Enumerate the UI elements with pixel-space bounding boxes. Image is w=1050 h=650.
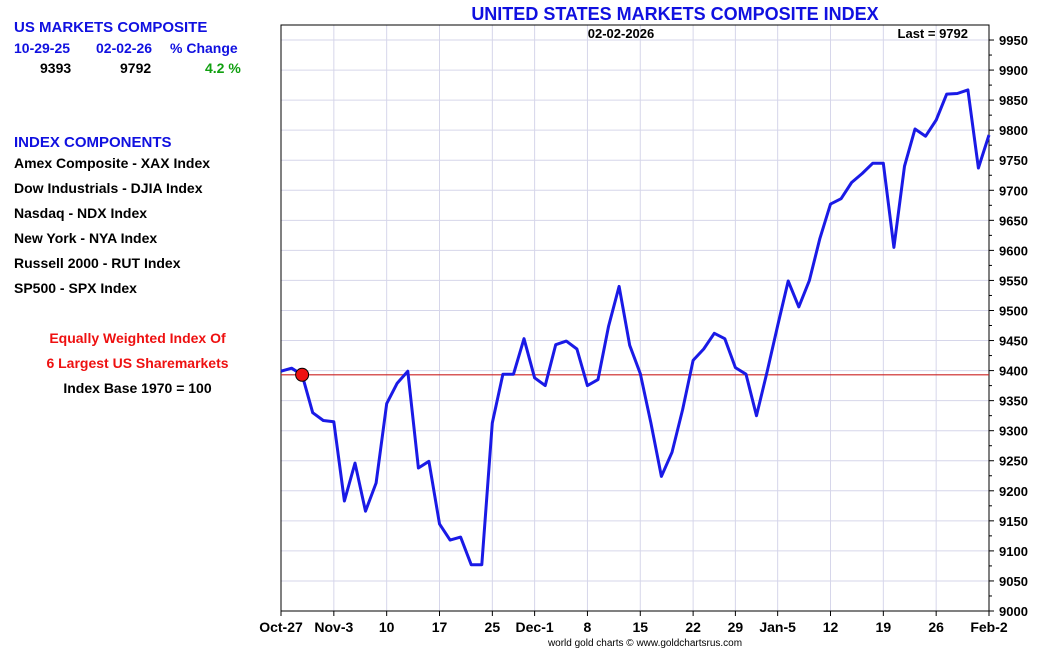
note-index-base: Index Base 1970 = 100 [63, 380, 212, 396]
x-tick-label: Dec-1 [516, 619, 554, 635]
x-tick-label: Feb-2 [970, 619, 1008, 635]
component-item: Dow Industrials - DJIA Index [14, 180, 203, 196]
y-tick-label: 9650 [999, 213, 1028, 228]
x-tick-label: 19 [876, 619, 892, 635]
x-tick-label: 25 [485, 619, 501, 635]
last-value-label: Last = 9792 [898, 26, 968, 41]
y-tick-label: 9900 [999, 63, 1028, 78]
start-value: 9393 [40, 60, 72, 76]
end-value: 9792 [120, 60, 152, 76]
plot-frame [280, 24, 990, 612]
chart-title: UNITED STATES MARKETS COMPOSITE INDEX [471, 4, 878, 24]
y-tick-label: 9700 [999, 183, 1028, 198]
y-tick-label: 9200 [999, 484, 1028, 499]
column-percent-change: % Change [170, 40, 238, 56]
column-end-date: 02-02-26 [96, 40, 153, 56]
sidebar-title: US MARKETS COMPOSITE [14, 19, 208, 36]
y-tick-label: 9750 [999, 153, 1028, 168]
components-title: INDEX COMPONENTS [14, 134, 172, 151]
y-tick-label: 9350 [999, 394, 1028, 409]
y-tick-label: 9050 [999, 574, 1028, 589]
x-tick-label: 17 [432, 619, 448, 635]
y-tick-label: 9100 [999, 544, 1028, 559]
x-tick-label: Nov-3 [314, 619, 353, 635]
baseline-marker [295, 367, 310, 382]
series-line [280, 88, 991, 567]
x-tick-label: 26 [928, 619, 944, 635]
note-largest-markets: 6 Largest US Sharemarkets [46, 355, 229, 371]
y-tick-label: 9300 [999, 424, 1028, 439]
component-item: Nasdaq - NDX Index [14, 205, 148, 221]
y-tick-label: 9850 [999, 93, 1028, 108]
x-tick-label: 10 [379, 619, 395, 635]
component-item: New York - NYA Index [14, 230, 158, 246]
x-tick-label: 12 [823, 619, 839, 635]
percent-change-value: 4.2 % [205, 60, 241, 76]
y-tick-label: 9250 [999, 454, 1028, 469]
grid [281, 25, 989, 612]
component-item: SP500 - SPX Index [14, 280, 137, 296]
y-tick-label: 9000 [999, 604, 1028, 619]
note-equally-weighted: Equally Weighted Index Of [49, 330, 226, 346]
column-start-date: 10-29-25 [14, 40, 71, 56]
sidebar: US MARKETS COMPOSITE 10-29-25 02-02-26 %… [0, 0, 275, 650]
component-item: Amex Composite - XAX Index [14, 155, 211, 171]
y-tick-label: 9450 [999, 334, 1028, 349]
y-tick-label: 9550 [999, 273, 1028, 288]
y-axis: 9000 9050 9100 9150 9200 9250 9300 9350 9400 9450… [989, 33, 1028, 619]
y-tick-label: 9800 [999, 123, 1028, 138]
x-tick-label: 22 [685, 619, 701, 635]
component-item: Russell 2000 - RUT Index [14, 255, 181, 271]
x-tick-label: Jan-5 [759, 619, 796, 635]
x-tick-label: 8 [584, 619, 592, 635]
y-tick-label: 9500 [999, 303, 1028, 318]
chart-credit: world gold charts © www.goldchartsrus.co… [547, 638, 742, 649]
y-tick-label: 9150 [999, 514, 1028, 529]
chart-date-label: 02-02-2026 [588, 26, 655, 41]
y-tick-label: 9950 [999, 33, 1028, 48]
x-tick-label: 15 [632, 619, 648, 635]
x-tick-label: Oct-27 [259, 619, 303, 635]
y-tick-label: 9600 [999, 243, 1028, 258]
y-tick-label: 9400 [999, 364, 1028, 379]
x-axis: Oct-27 Nov-3 10 17 25 Dec-1 8 15 22 29 Jan-5 12 19 26… [259, 611, 1008, 635]
x-tick-label: 29 [728, 619, 744, 635]
